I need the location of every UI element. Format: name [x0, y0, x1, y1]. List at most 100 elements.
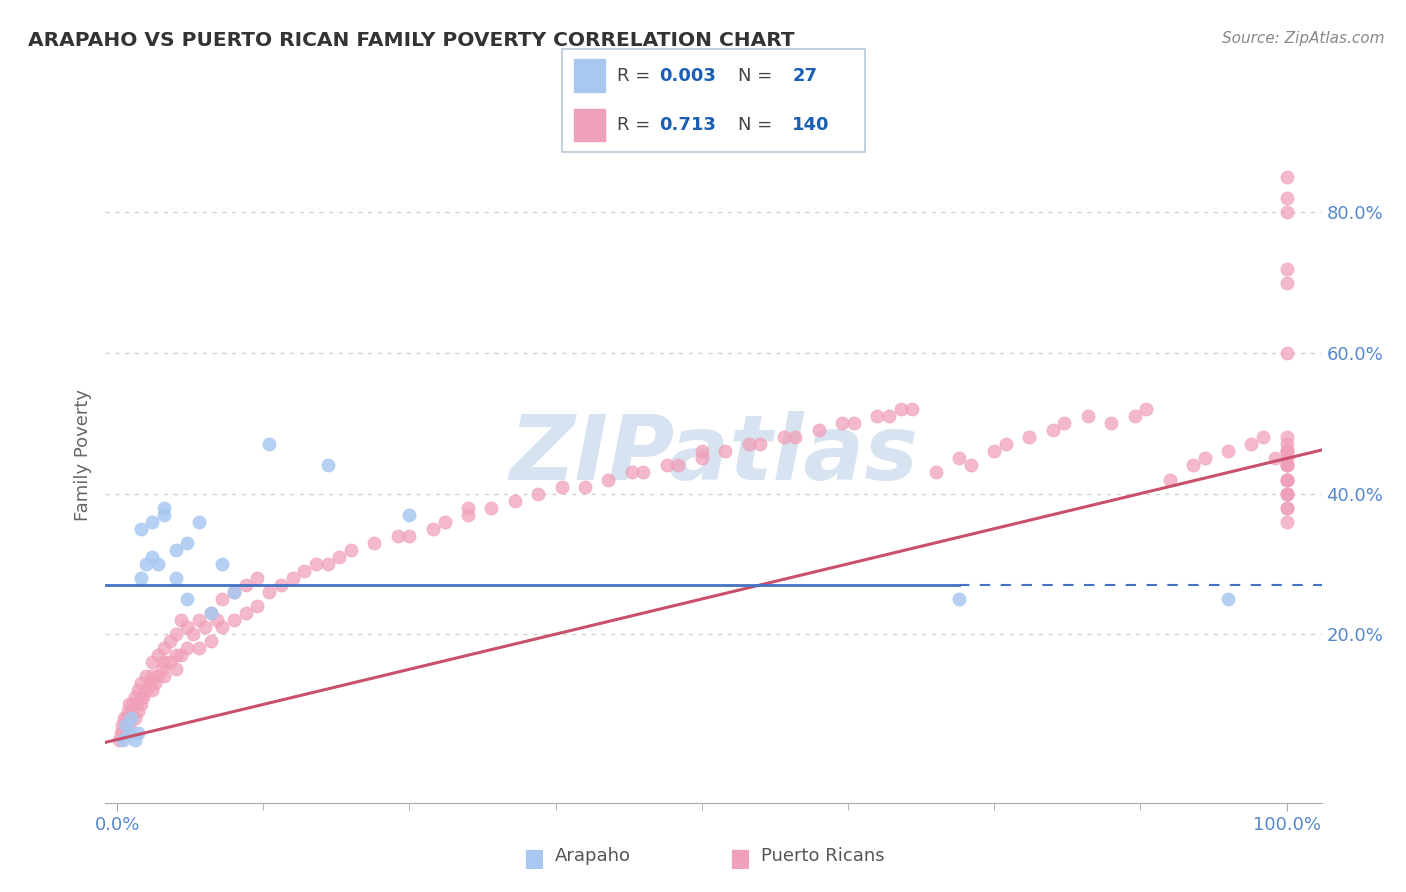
Point	[1275, 500, 1298, 515]
Point	[398, 508, 420, 522]
Point	[150, 662, 173, 676]
Text: ZIPatlas: ZIPatlas	[509, 411, 918, 499]
Point	[159, 655, 181, 669]
Point	[125, 698, 148, 712]
Point	[901, 402, 924, 417]
Point	[1275, 451, 1298, 466]
Point	[316, 458, 339, 473]
Text: R =: R =	[617, 67, 650, 85]
Point	[422, 522, 444, 536]
Point	[737, 437, 759, 451]
Bar	[575, 109, 605, 141]
Point	[1275, 444, 1298, 458]
Text: ARAPAHO VS PUERTO RICAN FAMILY POVERTY CORRELATION CHART: ARAPAHO VS PUERTO RICAN FAMILY POVERTY C…	[28, 31, 794, 50]
Point	[141, 515, 163, 529]
Point	[1216, 592, 1239, 607]
Point	[270, 578, 292, 592]
Point	[1053, 417, 1076, 431]
Point	[1275, 191, 1298, 205]
Point	[235, 606, 257, 620]
Text: N =: N =	[738, 67, 772, 85]
Text: 140: 140	[792, 116, 830, 134]
Bar	[575, 59, 605, 92]
Point	[129, 698, 152, 712]
Point	[316, 557, 339, 571]
Point	[328, 549, 350, 564]
Point	[1194, 451, 1216, 466]
Point	[281, 571, 304, 585]
Point	[1240, 437, 1263, 451]
Point	[211, 557, 233, 571]
Point	[111, 725, 134, 739]
Point	[118, 698, 141, 712]
Point	[807, 423, 830, 437]
Text: N =: N =	[738, 116, 772, 134]
Point	[363, 535, 385, 549]
Text: 0.003: 0.003	[659, 67, 716, 85]
Point	[188, 515, 211, 529]
Point	[398, 529, 420, 543]
Point	[1182, 458, 1205, 473]
Point	[257, 437, 280, 451]
Point	[176, 620, 198, 634]
Point	[115, 711, 138, 725]
Point	[668, 458, 690, 473]
Point	[1275, 261, 1298, 276]
Point	[165, 571, 187, 585]
Point	[141, 549, 163, 564]
Point	[117, 705, 139, 719]
Point	[153, 641, 176, 656]
Point	[527, 486, 550, 500]
Point	[1275, 346, 1298, 360]
Point	[200, 606, 222, 620]
Point	[1275, 444, 1298, 458]
Text: Source: ZipAtlas.com: Source: ZipAtlas.com	[1222, 31, 1385, 46]
Point	[1042, 423, 1064, 437]
Point	[170, 648, 193, 663]
Point	[153, 655, 176, 669]
Point	[165, 662, 187, 676]
Point	[176, 641, 198, 656]
Point	[340, 542, 363, 557]
Point	[503, 493, 526, 508]
Point	[1077, 409, 1099, 424]
Point	[1251, 430, 1274, 444]
Text: Puerto Ricans: Puerto Ricans	[761, 847, 884, 865]
Point	[141, 683, 163, 698]
Point	[1275, 458, 1298, 473]
Point	[110, 725, 132, 739]
Point	[146, 669, 169, 683]
Point	[200, 634, 222, 648]
Point	[1123, 409, 1146, 424]
Point	[153, 500, 176, 515]
Point	[1275, 458, 1298, 473]
Point	[785, 430, 807, 444]
Point	[772, 430, 794, 444]
Text: 0.713: 0.713	[659, 116, 716, 134]
Point	[118, 718, 141, 732]
Point	[1275, 473, 1298, 487]
Point	[124, 711, 146, 725]
Point	[620, 466, 643, 480]
Point	[866, 409, 889, 424]
Point	[181, 627, 204, 641]
Point	[1275, 276, 1298, 290]
Point	[714, 444, 737, 458]
Point	[994, 437, 1017, 451]
Point	[1275, 473, 1298, 487]
Point	[1275, 515, 1298, 529]
Text: R =: R =	[617, 116, 650, 134]
Point	[948, 451, 970, 466]
Point	[890, 402, 912, 417]
Point	[146, 557, 169, 571]
Point	[1275, 430, 1298, 444]
Point	[292, 564, 315, 578]
Point	[1099, 417, 1122, 431]
Point	[877, 409, 900, 424]
Point	[115, 718, 138, 732]
Point	[146, 648, 169, 663]
Text: 27: 27	[792, 67, 817, 85]
Point	[1275, 500, 1298, 515]
Point	[831, 417, 853, 431]
Point	[135, 669, 157, 683]
